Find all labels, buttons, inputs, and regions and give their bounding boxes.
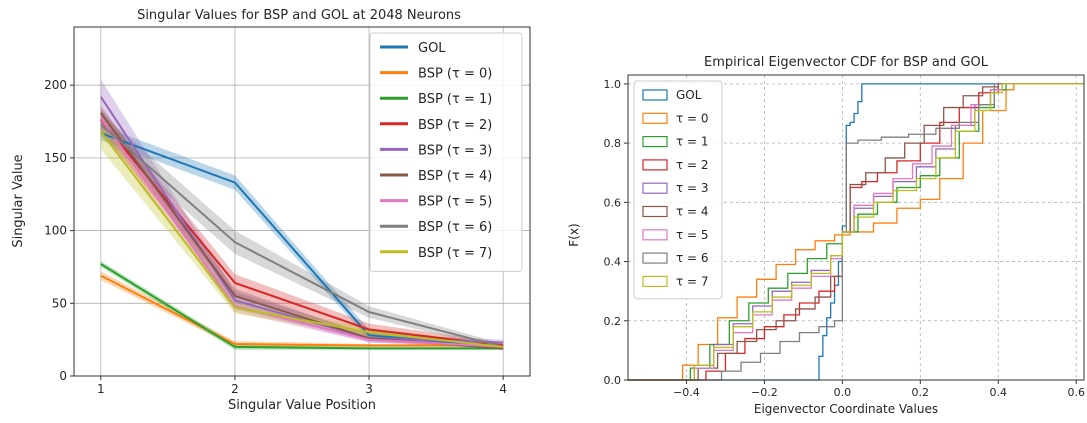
chart2-legend-swatch — [642, 252, 668, 264]
chart1-y-tick-label: 100 — [44, 224, 67, 238]
chart2-legend-swatch — [642, 159, 668, 171]
chart2-legend-label: τ = 4 — [676, 205, 709, 219]
chart2-x-tick-label: −0.2 — [751, 386, 778, 399]
chart2-legend-swatch — [642, 89, 668, 101]
chart2-legend-label: τ = 6 — [676, 251, 709, 265]
line-bsp-5 — [100, 118, 504, 348]
chart2-y-tick-label: 1.0 — [604, 78, 622, 91]
chart1-x-tick-label: 2 — [231, 382, 239, 396]
chart2-x-tick-label: 0.2 — [912, 386, 930, 399]
chart2-y-tick-label: 0.4 — [604, 256, 622, 269]
line-bsp-6 — [100, 123, 504, 348]
chart2-legend: GOL τ = 0 τ = 1 τ = 2 τ = 3 τ = 4 τ = 5 τ = 6 τ … — [633, 80, 723, 300]
chart1-legend-label: BSP (τ = 7) — [418, 246, 492, 261]
chart2-legend-label: τ = 5 — [676, 228, 709, 242]
chart2-x-tick-label: 0.0 — [834, 386, 852, 399]
chart2-legend-label: τ = 1 — [676, 135, 709, 149]
chart2-lines — [628, 83, 1084, 381]
chart2-y-tick-label: 0.6 — [604, 196, 622, 209]
chart1-y-ticks: 0 50 100 150 200 — [44, 78, 74, 383]
chart1-y-tick-label: 0 — [59, 369, 67, 383]
chart2-legend-swatch — [642, 205, 668, 218]
singular-values-chart: Singular Values for BSP and GOL at 2048 … — [11, 8, 531, 413]
chart2-y-tick-label: 0.2 — [604, 315, 622, 328]
chart2-legend-swatch — [642, 229, 668, 241]
eigenvector-cdf-chart: Empirical Eigenvector CDF for BSP and GO… — [567, 55, 1085, 416]
chart1-legend-label: BSP (τ = 6) — [418, 220, 492, 235]
line-bsp-7 — [100, 131, 504, 348]
chart2-xlabel: Eigenvector Coordinate Values — [754, 402, 938, 416]
chart1-legend: GOL BSP (τ = 0) BSP (τ = 1) BSP (τ = 2) BSP … — [369, 32, 523, 272]
chart2-legend-label: τ = 7 — [676, 274, 709, 288]
chart2-y-tick-label: 0.0 — [604, 374, 622, 387]
line-bsp-2 — [100, 119, 504, 347]
band-bsp-5 — [100, 109, 504, 349]
chart1-frame — [73, 26, 531, 377]
chart2-x-ticks: −0.4 −0.2 0.0 0.2 0.4 0.6 — [673, 380, 1085, 399]
chart2-legend-swatch — [642, 112, 668, 124]
chart2-legend-swatch — [642, 136, 668, 148]
chart1-legend-label: GOL — [418, 41, 446, 56]
line-bsp-1 — [100, 263, 504, 350]
chart2-ylabel: F(x) — [567, 223, 581, 246]
chart1-y-tick-label: 50 — [52, 296, 67, 310]
band-bsp-7 — [100, 117, 504, 350]
chart1-y-tick-label: 200 — [44, 78, 67, 92]
chart2-legend-label: τ = 2 — [676, 158, 709, 172]
band-bsp-2 — [100, 108, 504, 349]
band-bsp-4 — [100, 105, 504, 350]
chart2-y-tick-label: 0.8 — [604, 137, 622, 150]
chart1-legend-label: BSP (τ = 3) — [418, 143, 492, 158]
chart1-title: Singular Values for BSP and GOL at 2048 … — [137, 8, 461, 23]
chart1-legend-label: BSP (τ = 5) — [418, 195, 492, 210]
chart2-legend-swatch — [642, 182, 668, 194]
chart1-x-tick-label: 4 — [499, 382, 507, 396]
chart2-y-ticks: 0.0 0.2 0.4 0.6 0.8 1.0 — [604, 78, 628, 387]
chart2-legend-box — [633, 80, 723, 300]
cdf-line-7 — [628, 83, 1084, 381]
chart1-x-tick-label: 1 — [97, 382, 105, 396]
cdf-line-0 — [628, 83, 1084, 381]
chart2-legend-label: τ = 3 — [676, 181, 709, 195]
chart1-x-tick-label: 3 — [365, 382, 373, 396]
chart1-xlabel: Singular Value Position — [228, 398, 376, 413]
chart2-legend-label: τ = 0 — [676, 111, 709, 125]
chart1-legend-label: BSP (τ = 1) — [418, 92, 492, 107]
line-bsp-0 — [100, 274, 504, 347]
chart2-x-tick-label: 0.4 — [990, 386, 1008, 399]
chart1-lines — [99, 96, 504, 350]
chart1-x-ticks: 1 2 3 4 — [97, 376, 507, 396]
chart1-legend-label: BSP (τ = 0) — [418, 67, 492, 82]
chart2-frame — [627, 74, 1085, 381]
chart1-y-tick-label: 150 — [44, 151, 67, 165]
chart1-legend-label: BSP (τ = 2) — [418, 118, 492, 133]
chart1-legend-box — [369, 32, 523, 272]
chart2-x-tick-label: −0.4 — [673, 386, 700, 399]
chart1-ylabel: Singular Value — [11, 154, 26, 247]
chart2-legend-label: GOL — [676, 88, 702, 102]
chart1-legend-label: BSP (τ = 4) — [418, 169, 492, 184]
chart2-legend-swatch — [642, 275, 668, 287]
band-bsp-3 — [100, 79, 504, 346]
chart2-title: Empirical Eigenvector CDF for BSP and GO… — [704, 55, 989, 70]
chart2-x-tick-label: 0.6 — [1067, 386, 1085, 399]
